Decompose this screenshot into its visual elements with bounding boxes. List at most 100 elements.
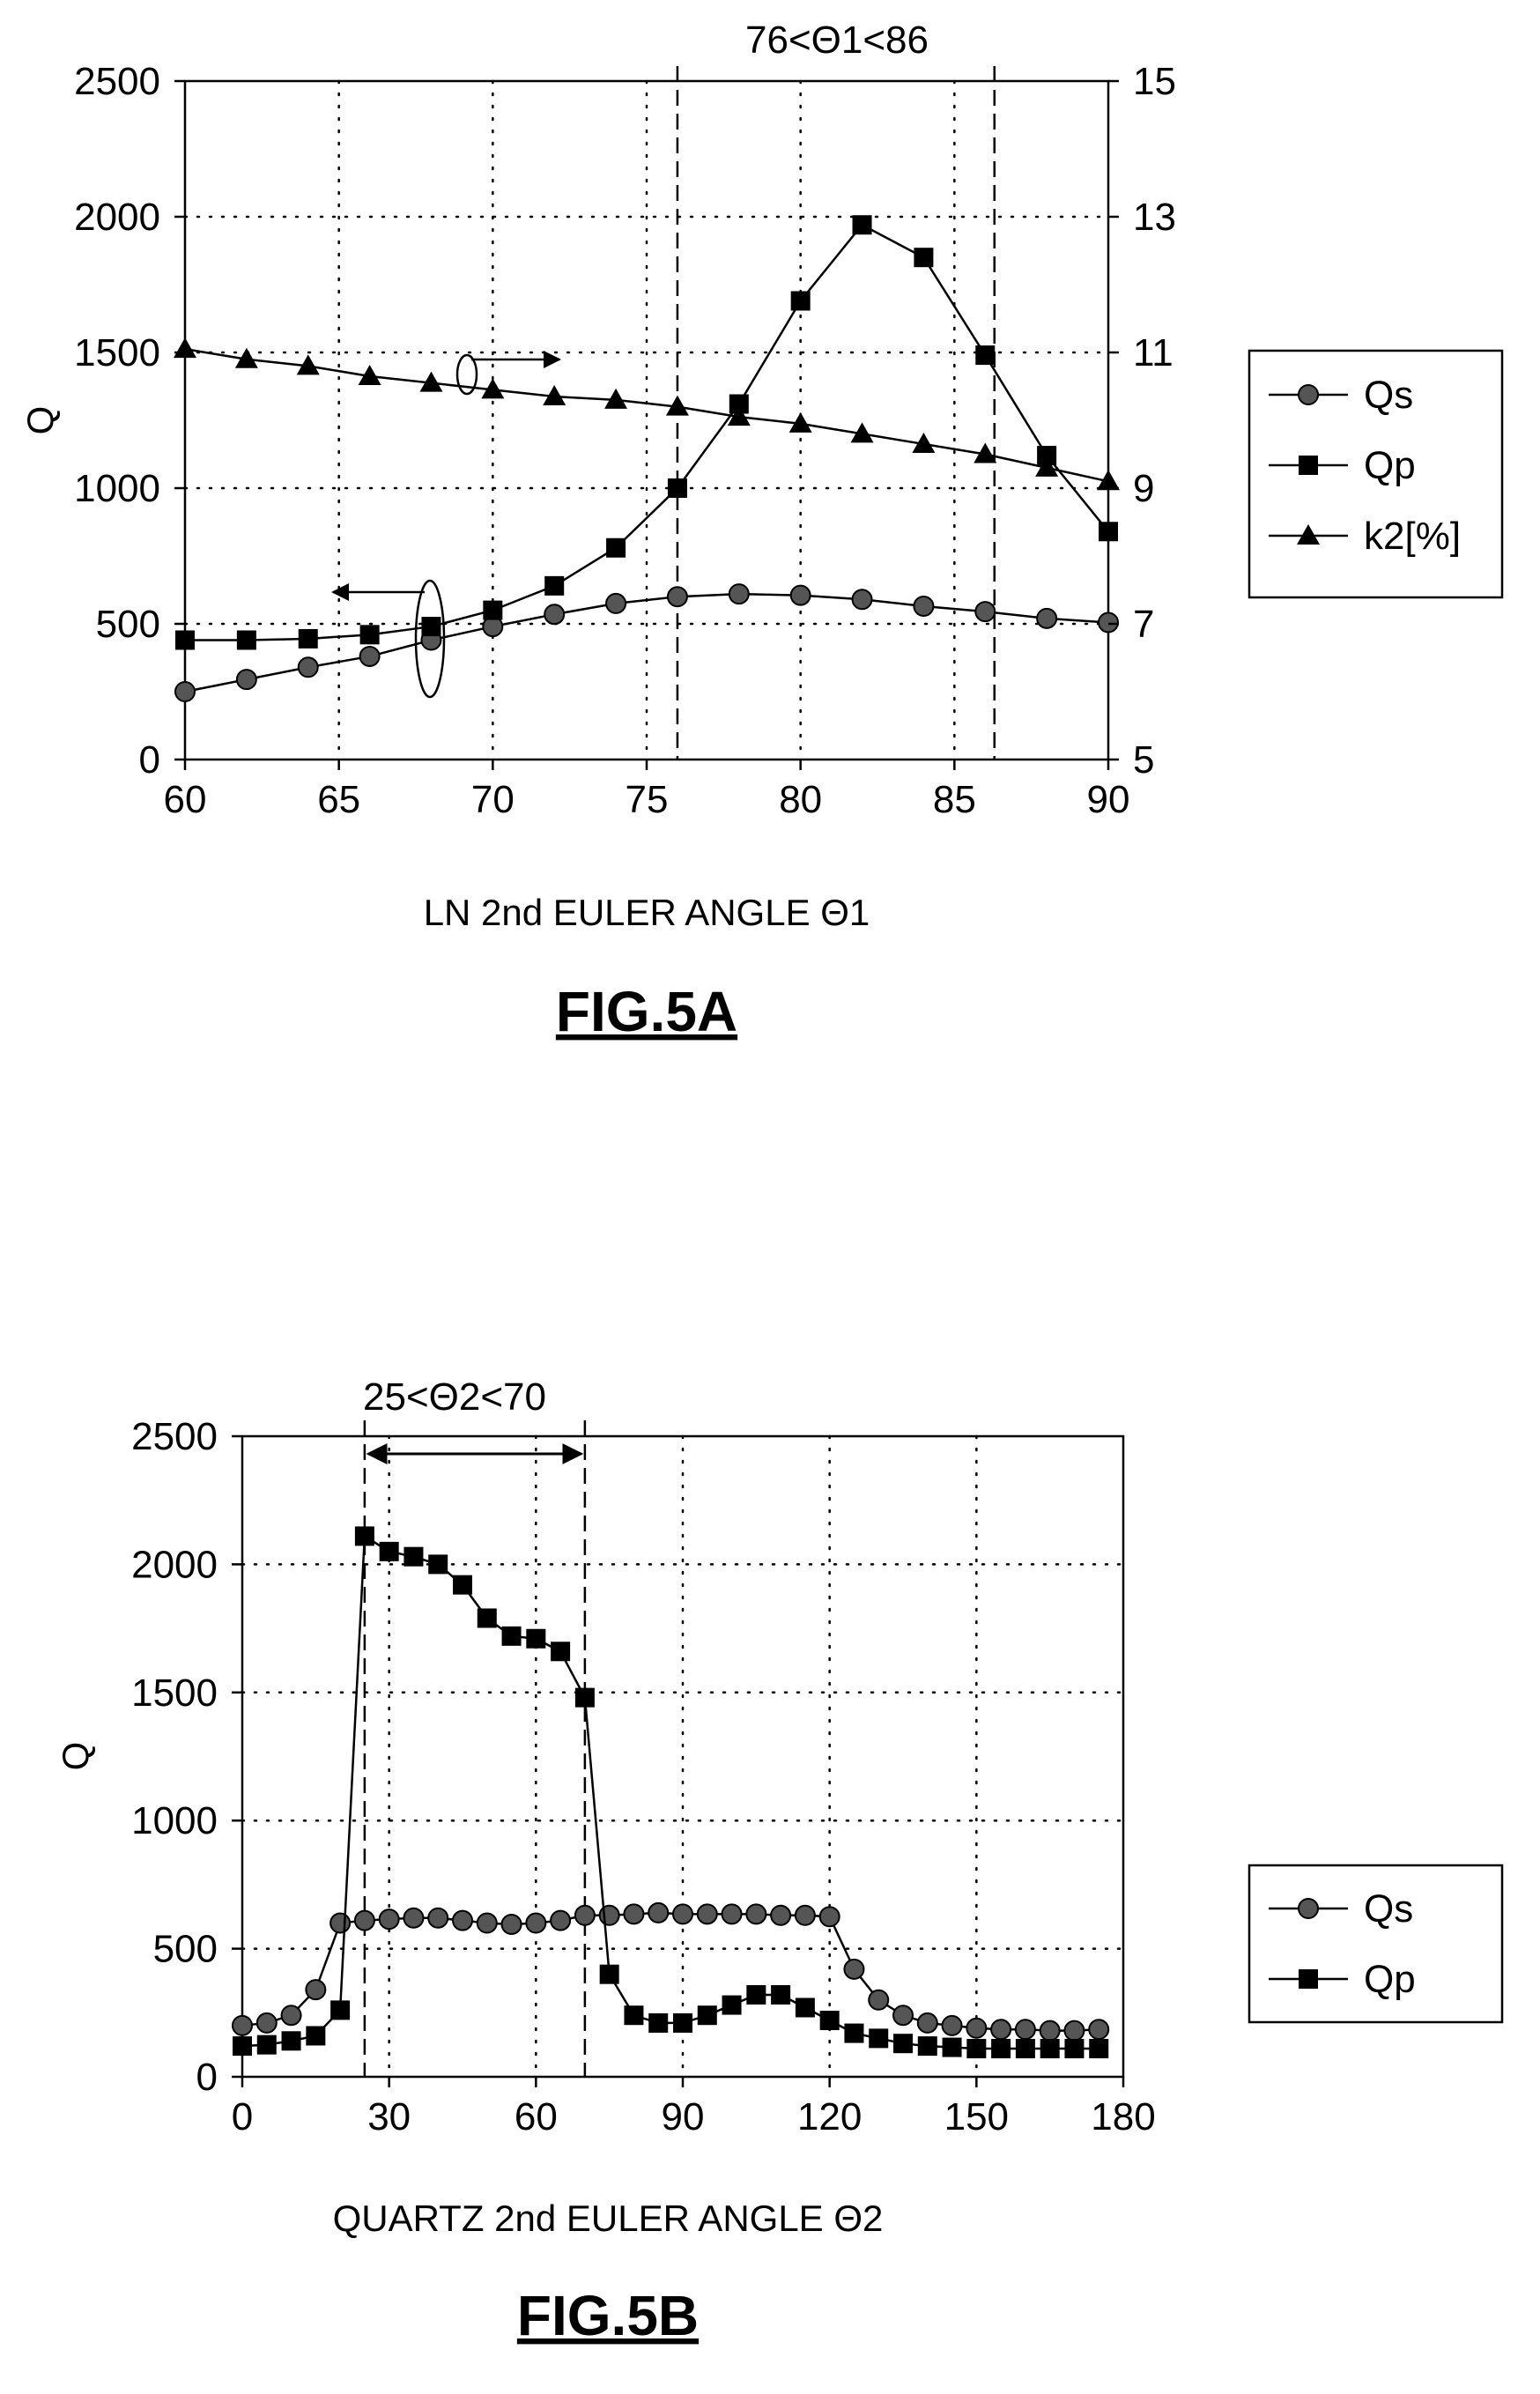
point-qp — [606, 537, 626, 558]
point-qs — [990, 2019, 1012, 2041]
point-qp — [544, 575, 565, 596]
point-qs — [916, 2012, 938, 2034]
point-qs — [728, 583, 750, 605]
series-layer — [174, 215, 1120, 702]
point-qs — [892, 2005, 914, 2027]
point-k2 — [912, 432, 936, 453]
point-k2 — [543, 385, 566, 406]
legend-label: k2[%] — [1364, 515, 1461, 558]
point-qs — [359, 645, 381, 667]
legend-label: Qs — [1364, 1887, 1413, 1931]
point-qp — [236, 630, 256, 650]
point-qp — [624, 2005, 644, 2026]
point-k2 — [174, 337, 196, 359]
point-qs — [696, 1903, 718, 1925]
legend: Qs Qp — [1248, 1864, 1504, 2024]
legend-marker — [1298, 1898, 1319, 1919]
point-qp — [428, 1554, 448, 1575]
y-tick-label: 2500 — [74, 60, 160, 103]
y-tick-label: 2000 — [131, 1543, 218, 1586]
point-qs — [452, 1909, 473, 1931]
point-qs — [1036, 607, 1058, 629]
point-qs — [1014, 2019, 1036, 2041]
range-lines — [363, 1420, 587, 2077]
point-qp — [771, 1984, 791, 2005]
point-qp — [697, 2005, 717, 2026]
point-k2 — [974, 442, 997, 463]
point-k2 — [358, 364, 381, 385]
series-line-k2 — [184, 347, 1109, 483]
x-tick-label: 75 — [626, 778, 669, 821]
legend-label: Qp — [1364, 444, 1416, 487]
x-axis-title: QUARTZ 2nd EULER ANGLE Θ2 — [333, 2198, 884, 2239]
point-qp — [281, 2031, 301, 2051]
point-qs — [1039, 2020, 1061, 2042]
point-qs — [666, 586, 688, 608]
point-qp — [599, 1964, 619, 1984]
point-qs — [818, 1906, 840, 1928]
point-qp — [819, 2011, 840, 2031]
point-k2 — [789, 411, 812, 433]
point-qs — [623, 1903, 645, 1925]
range-annotation: 76<Θ1<86 — [745, 19, 929, 62]
y-tick-label: 0 — [139, 738, 160, 782]
x-tick-label: 30 — [367, 2095, 411, 2138]
series-line-qs — [241, 1911, 1099, 2032]
point-qs — [476, 1912, 498, 1934]
point-qp — [501, 1626, 522, 1646]
point-k2 — [1097, 470, 1120, 491]
point-qp — [869, 2028, 889, 2049]
point-qs — [745, 1903, 767, 1925]
y-tick-label: 1500 — [74, 331, 160, 374]
point-qp — [648, 2012, 669, 2033]
figure-label: FIG.5A — [556, 980, 737, 1043]
point-qp — [574, 1687, 595, 1708]
point-qs — [1063, 2020, 1085, 2042]
point-qp — [453, 1575, 472, 1595]
point-qs — [353, 1909, 375, 1931]
point-qs — [672, 1903, 693, 1925]
point-qp — [746, 1984, 766, 2005]
point-qs — [378, 1909, 400, 1931]
point-qp — [359, 625, 380, 645]
point-qs — [843, 1958, 865, 1980]
y-tick-label: 1000 — [131, 1799, 218, 1842]
point-qp — [893, 2034, 913, 2054]
y2-tick-label: 9 — [1133, 467, 1154, 510]
point-qp — [790, 291, 811, 311]
point-qs — [851, 589, 873, 611]
point-qp — [667, 478, 687, 498]
point-qp — [844, 2023, 864, 2043]
y-tick-label: 2500 — [131, 1415, 218, 1458]
point-qs — [280, 2005, 302, 2027]
point-k2 — [481, 378, 505, 399]
legend-box — [1248, 1864, 1504, 2024]
point-qs — [794, 1904, 816, 1926]
y2-tick-label: 15 — [1133, 60, 1176, 103]
y2-tick-label: 5 — [1133, 738, 1154, 782]
legend-marker — [1299, 456, 1318, 475]
point-k2 — [1035, 456, 1059, 477]
point-qp — [914, 248, 934, 268]
range-lines — [676, 66, 996, 760]
y-tick-labels: 0 500 1000 1500 2000 2500 — [131, 1415, 242, 2099]
point-qs — [305, 1979, 327, 2001]
plot-frame — [183, 79, 1110, 761]
point-qs — [974, 601, 996, 623]
point-qs — [1098, 611, 1119, 634]
point-k2 — [604, 388, 628, 409]
point-qs — [329, 1912, 352, 1934]
series-layer — [232, 1526, 1110, 2059]
y-tick-labels: 0 500 1000 1500 2000 2500 — [74, 60, 185, 782]
x-tick-label: 65 — [317, 778, 360, 821]
range-annotation: 25<Θ2<70 — [363, 1375, 546, 1419]
point-qp — [477, 1608, 497, 1628]
series-line-qp — [185, 223, 1109, 641]
grid-lines — [183, 79, 1110, 761]
point-qs — [721, 1903, 743, 1925]
x-tick-label: 0 — [232, 2095, 253, 2138]
point-k2 — [296, 354, 320, 375]
x-tick-label: 60 — [164, 778, 207, 821]
x-tick-label: 85 — [933, 778, 976, 821]
